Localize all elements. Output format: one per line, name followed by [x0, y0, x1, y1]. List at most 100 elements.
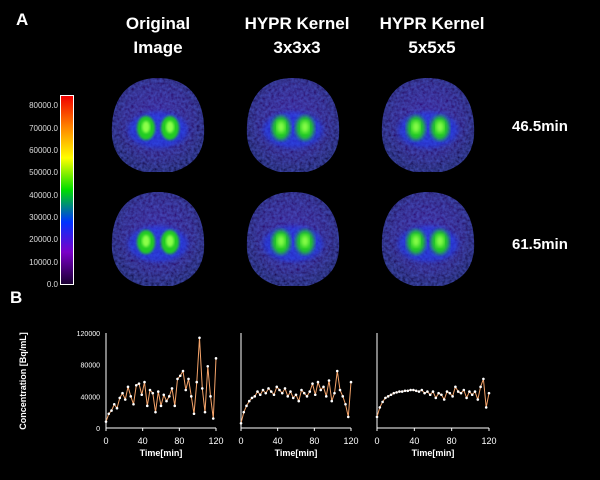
x-axis-label: Time[min] — [275, 448, 318, 458]
data-point — [289, 390, 292, 393]
tac-chart-3: 0 40 80 120 Time[min] — [374, 333, 497, 458]
data-point — [267, 387, 270, 390]
x-tick-label: 0 — [103, 436, 108, 446]
chart-axes — [376, 333, 489, 429]
data-point — [269, 390, 273, 393]
data-point — [247, 399, 251, 403]
row-label-2: 61.5min — [512, 236, 568, 253]
data-point — [195, 380, 199, 384]
data-point — [162, 393, 166, 397]
data-point — [250, 396, 254, 400]
data-point — [454, 385, 457, 389]
data-point — [313, 393, 317, 397]
data-point — [462, 388, 466, 392]
column-header-hypr-5: HYPR Kernel 5x5x5 — [362, 12, 502, 60]
y-tick-label: 0 — [96, 426, 100, 433]
colorbar-tick-label: 70000.0 — [29, 123, 58, 133]
data-point — [294, 393, 298, 397]
data-point — [170, 387, 174, 390]
data-point — [389, 393, 393, 397]
data-point — [398, 390, 401, 393]
data-point — [126, 385, 130, 389]
data-point — [132, 402, 135, 406]
data-point — [484, 406, 488, 409]
data-point — [330, 399, 334, 403]
row-label-1: 46.5min — [512, 118, 568, 135]
data-point — [442, 398, 446, 401]
data-point — [333, 391, 336, 395]
data-point — [322, 385, 325, 389]
data-point — [305, 395, 309, 398]
data-point — [151, 391, 155, 395]
data-point — [409, 388, 412, 392]
data-point — [381, 400, 384, 404]
data-point — [264, 391, 268, 395]
x-tick-label: 120 — [343, 436, 358, 446]
data-point — [440, 393, 443, 397]
y-axis-label: Concentration [Bq/mL] — [18, 332, 28, 430]
column-header-hypr-3: HYPR Kernel 3x3x3 — [227, 12, 367, 60]
chart-axes — [240, 333, 351, 429]
data-point — [159, 404, 163, 408]
series-line — [376, 378, 490, 418]
data-point — [473, 390, 477, 393]
colorbar-tick-label: 10000.0 — [29, 257, 58, 267]
data-point — [349, 380, 353, 384]
x-tick-label: 120 — [208, 436, 223, 446]
colorbar-tick-label: 20000.0 — [29, 235, 58, 245]
data-point — [253, 395, 257, 398]
data-point — [286, 395, 290, 398]
column-header-line2: 3x3x3 — [273, 38, 321, 57]
pet-brain-image — [111, 192, 205, 286]
data-point — [341, 395, 345, 398]
data-point — [200, 387, 204, 390]
data-point — [403, 389, 407, 393]
data-point — [167, 395, 171, 398]
data-point — [189, 395, 193, 398]
data-point — [465, 396, 468, 400]
data-point — [344, 402, 347, 406]
panel-label-b: B — [10, 288, 23, 307]
data-point — [198, 336, 201, 340]
data-point — [107, 412, 111, 416]
data-point — [187, 377, 190, 381]
colorbar-tick-label: 80000.0 — [29, 101, 58, 111]
data-point — [437, 391, 440, 395]
data-point — [378, 406, 382, 409]
data-point — [335, 369, 339, 373]
data-point — [414, 389, 418, 393]
data-point — [112, 402, 116, 406]
x-tick-label: 40 — [409, 436, 419, 446]
data-point — [154, 410, 157, 414]
data-point — [280, 391, 284, 395]
data-point — [283, 387, 287, 390]
data-point — [203, 410, 207, 414]
data-point — [115, 406, 119, 410]
data-point — [181, 369, 185, 373]
data-point — [275, 385, 279, 389]
data-point — [423, 391, 426, 395]
data-point — [156, 390, 160, 393]
data-point — [327, 379, 331, 382]
data-point — [428, 393, 432, 397]
column-header-line1: HYPR Kernel — [244, 14, 350, 33]
data-point — [375, 415, 379, 419]
data-point — [479, 385, 482, 389]
data-point — [302, 391, 306, 395]
x-tick-label: 0 — [374, 436, 379, 446]
y-tick-label: 120000 — [77, 331, 100, 338]
data-point — [470, 393, 474, 397]
data-point — [297, 399, 301, 403]
x-axis-label: Time[min] — [140, 448, 183, 458]
pet-brain-image — [246, 192, 340, 286]
data-point — [346, 415, 350, 419]
data-point — [395, 391, 398, 394]
data-point — [451, 395, 454, 398]
data-point — [300, 388, 303, 392]
pet-brain-image — [111, 78, 205, 172]
column-header-original: Original Image — [88, 12, 228, 60]
colorbar — [60, 95, 74, 285]
data-point — [338, 388, 342, 392]
data-point — [386, 395, 390, 398]
